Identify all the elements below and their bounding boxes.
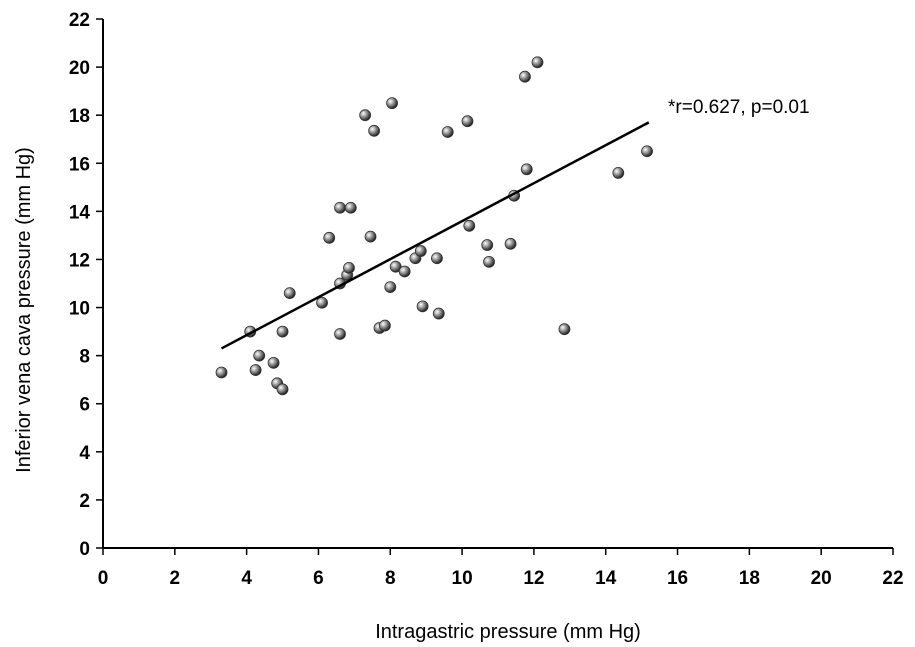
- data-point: [531, 56, 544, 69]
- data-point: [364, 230, 377, 243]
- data-point: [334, 201, 346, 214]
- data-point: [398, 265, 411, 278]
- data-point: [378, 319, 391, 332]
- data-points: [215, 56, 653, 396]
- regression-line-group: [220, 121, 650, 350]
- y-tick-label: 0: [79, 539, 90, 560]
- data-point: [267, 356, 280, 369]
- y-axis-label: Inferior vena cava pressure (mm Hg): [13, 147, 35, 473]
- data-point: [316, 296, 328, 309]
- y-tick-label: 14: [69, 202, 91, 223]
- data-point: [463, 219, 476, 232]
- correlation-annotation: *r=0.627, p=0.01: [668, 97, 810, 118]
- data-point: [249, 364, 262, 376]
- data-point: [384, 281, 397, 294]
- y-tick-label: 22: [69, 10, 90, 31]
- x-tick-label: 4: [241, 568, 252, 589]
- data-point: [519, 70, 531, 83]
- x-tick-label: 8: [385, 568, 396, 589]
- x-tick-label: 18: [739, 568, 760, 589]
- data-point: [276, 325, 289, 338]
- data-point: [432, 307, 445, 320]
- data-point: [276, 383, 289, 396]
- y-tick-label: 6: [79, 395, 90, 416]
- data-point: [389, 260, 402, 273]
- y-tick-label: 8: [79, 347, 90, 368]
- y-tick-label: 12: [69, 250, 90, 271]
- data-point: [641, 145, 653, 158]
- x-tick-label: 16: [667, 568, 688, 589]
- x-tick-label: 14: [595, 568, 617, 589]
- data-point: [283, 287, 296, 300]
- x-tick-label: 20: [811, 568, 832, 589]
- data-point: [431, 252, 443, 265]
- data-point: [483, 255, 495, 268]
- y-tick-label: 10: [69, 299, 90, 320]
- y-tick-label: 16: [69, 154, 90, 175]
- data-point: [504, 237, 517, 250]
- y-tick-label: 4: [79, 443, 90, 464]
- axes: [102, 19, 893, 549]
- x-tick-label: 2: [170, 568, 181, 589]
- data-point: [253, 349, 266, 362]
- data-point: [323, 231, 336, 244]
- data-point: [461, 115, 474, 128]
- x-tick-label: 6: [313, 568, 324, 589]
- data-point: [416, 300, 429, 313]
- y-tick-label: 2: [79, 491, 90, 512]
- ticks: 0 2 4 6 8 10 12 14 16 18 20 22 0 2 4 6 8 10 12 14 16 18 20 22: [69, 10, 904, 589]
- data-point: [414, 245, 427, 257]
- regression-line: [220, 121, 650, 350]
- data-point: [343, 261, 355, 274]
- data-point: [386, 97, 398, 110]
- data-point: [481, 239, 494, 251]
- x-tick-label: 0: [98, 568, 109, 589]
- data-point: [368, 124, 381, 137]
- data-point: [612, 166, 625, 179]
- data-point: [558, 323, 571, 336]
- data-point: [344, 201, 357, 214]
- x-axis-label: Intragastric pressure (mm Hg): [375, 621, 641, 643]
- data-point: [520, 163, 533, 176]
- data-point: [334, 328, 346, 340]
- x-tick-label: 22: [882, 568, 903, 589]
- data-point: [359, 109, 372, 122]
- y-tick-label: 20: [69, 58, 90, 79]
- y-tick-label: 18: [69, 106, 90, 127]
- x-tick-label: 10: [452, 568, 473, 589]
- x-tick-label: 12: [523, 568, 544, 589]
- data-point: [215, 366, 228, 379]
- data-point: [441, 126, 454, 138]
